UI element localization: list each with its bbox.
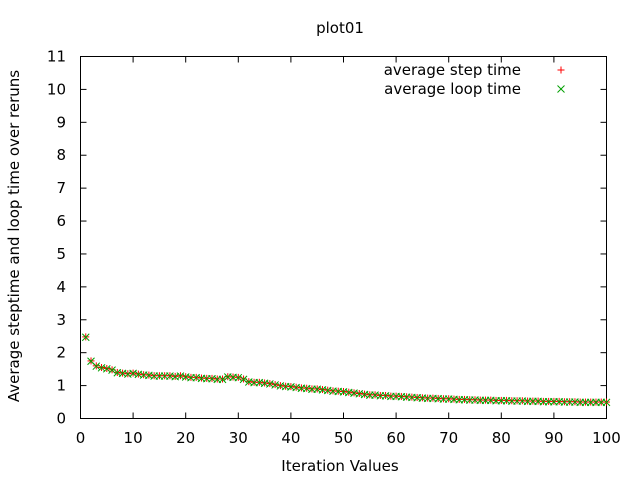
data-point <box>234 373 243 382</box>
data-point <box>218 375 227 384</box>
data-point <box>108 366 116 374</box>
axis-tick-labels: 0 10 20 30 40 50 60 70 80 90 100 0 1 2 3 4 5 6 7 8 9 10 11 <box>47 48 621 448</box>
data-point <box>602 398 611 407</box>
data-point <box>92 362 101 371</box>
x-tick-label: 50 <box>334 429 353 447</box>
legend-label: average step time <box>384 61 521 79</box>
x-tick-label: 40 <box>281 429 300 447</box>
x-tick-label: 20 <box>176 429 195 447</box>
chart-title: plot01 <box>316 19 364 37</box>
legend-marker <box>557 66 565 74</box>
y-tick-label: 8 <box>56 146 66 164</box>
x-tick-label: 100 <box>592 429 621 447</box>
y-tick-label: 0 <box>56 410 66 428</box>
y-tick-label: 5 <box>56 245 66 263</box>
x-tick-label: 60 <box>387 429 406 447</box>
y-tick-label: 10 <box>47 80 66 98</box>
y-axis-label: Average steptime and loop time over reru… <box>5 70 23 402</box>
y-tick-label: 6 <box>56 212 66 230</box>
y-tick-label: 11 <box>47 48 66 66</box>
data-points <box>81 333 611 407</box>
series-cross <box>81 333 611 407</box>
x-tick-label: 90 <box>544 429 563 447</box>
legend-marker <box>557 85 565 93</box>
plot-frame <box>80 56 607 419</box>
x-axis-label: Iteration Values <box>281 457 399 475</box>
x-tick-label: 30 <box>229 429 248 447</box>
y-tick-label: 4 <box>56 278 66 296</box>
y-tick-label: 3 <box>56 311 66 329</box>
axis-ticks <box>80 56 607 419</box>
y-tick-label: 9 <box>56 113 66 131</box>
data-point <box>102 364 111 373</box>
legend-label: average loop time <box>384 80 521 98</box>
x-tick-label: 80 <box>492 429 511 447</box>
x-tick-label: 0 <box>76 429 86 447</box>
x-tick-label: 10 <box>124 429 143 447</box>
data-point <box>81 333 90 342</box>
x-tick-label: 70 <box>439 429 458 447</box>
y-tick-label: 7 <box>56 179 66 197</box>
data-point <box>239 375 248 384</box>
y-tick-label: 2 <box>56 344 66 362</box>
y-tick-label: 1 <box>56 377 66 395</box>
